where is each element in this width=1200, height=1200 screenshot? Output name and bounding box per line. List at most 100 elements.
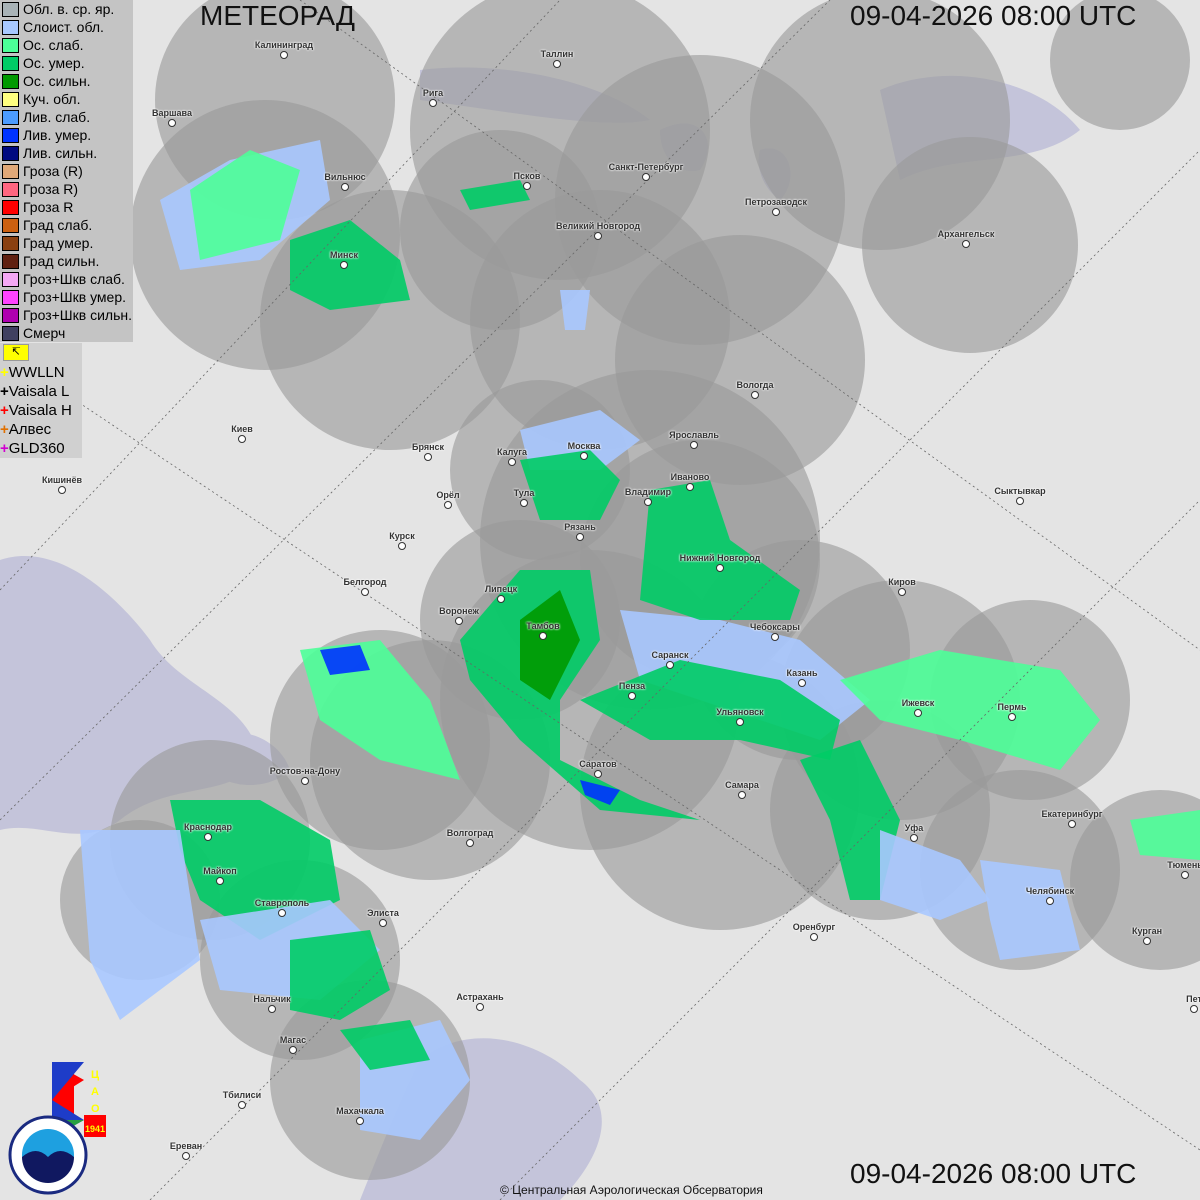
city-label: Вологда [736,380,774,390]
legend-label: Ос. умер. [23,55,85,71]
lightning-source-label: WWLLN [8,364,65,381]
legend-item: Ос. умер. [0,54,133,72]
legend-swatch [2,37,19,53]
legend-swatch [2,271,19,287]
city-label: Петрозаводск [745,197,807,207]
city-marker [238,435,246,443]
legend-label: Гроза R) [23,181,79,197]
legend-item: Гроза R) [0,180,133,198]
city-marker [280,51,288,59]
city-label: Киров [888,577,916,587]
city-label: Нижний Новгород [679,553,761,563]
city-label: Вильнюс [324,172,366,182]
svg-text:А: А [91,1086,99,1098]
city-marker [751,391,759,399]
city-marker [356,1117,364,1125]
cross-icon: + [0,383,9,400]
city-marker [497,595,505,603]
city-marker [772,208,780,216]
city-label: Таллин [540,49,574,59]
city-marker [508,458,516,466]
legend-item: Гроза (R) [0,162,133,180]
city-label: Тбилиси [222,1090,262,1100]
city-marker [594,770,602,778]
city-label: Архангельск [937,229,995,239]
precipitation-area [340,1020,430,1070]
city-label: Астрахань [456,992,504,1002]
city-marker [289,1046,297,1054]
lightning-source-label: Алвес [8,421,52,438]
radar-coverage-circle [1050,0,1190,130]
city-marker [716,564,724,572]
city-label: Псков [513,171,541,181]
city-marker [738,791,746,799]
lightning-source-label: Vaisala H [8,402,72,419]
legend-label: Гроз+Шкв умер. [23,289,127,305]
lightning-toggle-button[interactable]: ↸ [3,344,29,361]
lightning-source-item: +Алвес [0,420,82,439]
legend-item: Слоист. обл. [0,18,133,36]
app-title: МЕТЕОРАД [200,0,355,31]
precipitation-area [320,645,370,675]
city-label: Челябинск [1025,886,1075,896]
lightning-source-label: GLD360 [8,440,65,457]
precipitation-area [880,830,990,920]
legend-label: Лив. слаб. [23,109,91,125]
legend-swatch [2,163,19,179]
legend-item: Лив. умер. [0,126,133,144]
city-label: Пермь [997,702,1027,712]
city-label: Курган [1131,926,1163,936]
precipitation-area [520,450,620,520]
svg-text:О: О [91,1103,100,1115]
city-marker [424,453,432,461]
city-label: Уфа [904,823,924,833]
city-label: Пет [1186,994,1200,1004]
city-label: Саранск [651,650,689,660]
precipitation-area [520,410,640,470]
radar-coverage-circle [862,137,1078,353]
legend-swatch [2,181,19,197]
city-label: Курск [389,531,415,541]
cross-icon: + [0,402,9,419]
legend-item: Гроз+Шкв слаб. [0,270,133,288]
city-label: Нальчик [253,994,291,1004]
city-label: Майкоп [203,866,237,876]
legend-item: Куч. обл. [0,90,133,108]
legend-item: Лив. слаб. [0,108,133,126]
precipitation-area [290,220,410,310]
cross-icon: + [0,421,9,438]
city-marker [576,533,584,541]
precipitation-area [640,480,800,620]
city-marker [1190,1005,1198,1013]
city-label: Махачкала [336,1106,384,1116]
legend-swatch [2,325,19,341]
lightning-source-item: +WWLLN [0,363,82,382]
legend-label: Лив. сильн. [23,145,98,161]
city-label: Калининград [254,40,314,50]
precipitation-area [190,150,300,260]
legend-item: Ос. сильн. [0,72,133,90]
city-marker [1068,820,1076,828]
city-label: Санкт-Петербург [608,162,684,172]
cross-icon: + [0,364,9,381]
city-label: Москва [567,441,601,451]
city-marker [444,501,452,509]
legend-swatch [2,109,19,125]
city-marker [455,617,463,625]
city-marker [379,919,387,927]
city-marker [914,709,922,717]
legend-label: Смерч [23,325,66,341]
svg-text:Ц: Ц [91,1069,99,1081]
city-marker [898,588,906,596]
city-label: Орёл [436,490,460,500]
city-marker [810,933,818,941]
city-label: Оренбург [792,922,836,932]
legend-item: Смерч [0,324,133,342]
city-marker [398,542,406,550]
city-label: Сыктывкар [994,486,1046,496]
legend-swatch [2,1,19,17]
city-marker [340,261,348,269]
city-label: Тамбов [526,621,560,631]
city-label: Ярославль [669,430,719,440]
